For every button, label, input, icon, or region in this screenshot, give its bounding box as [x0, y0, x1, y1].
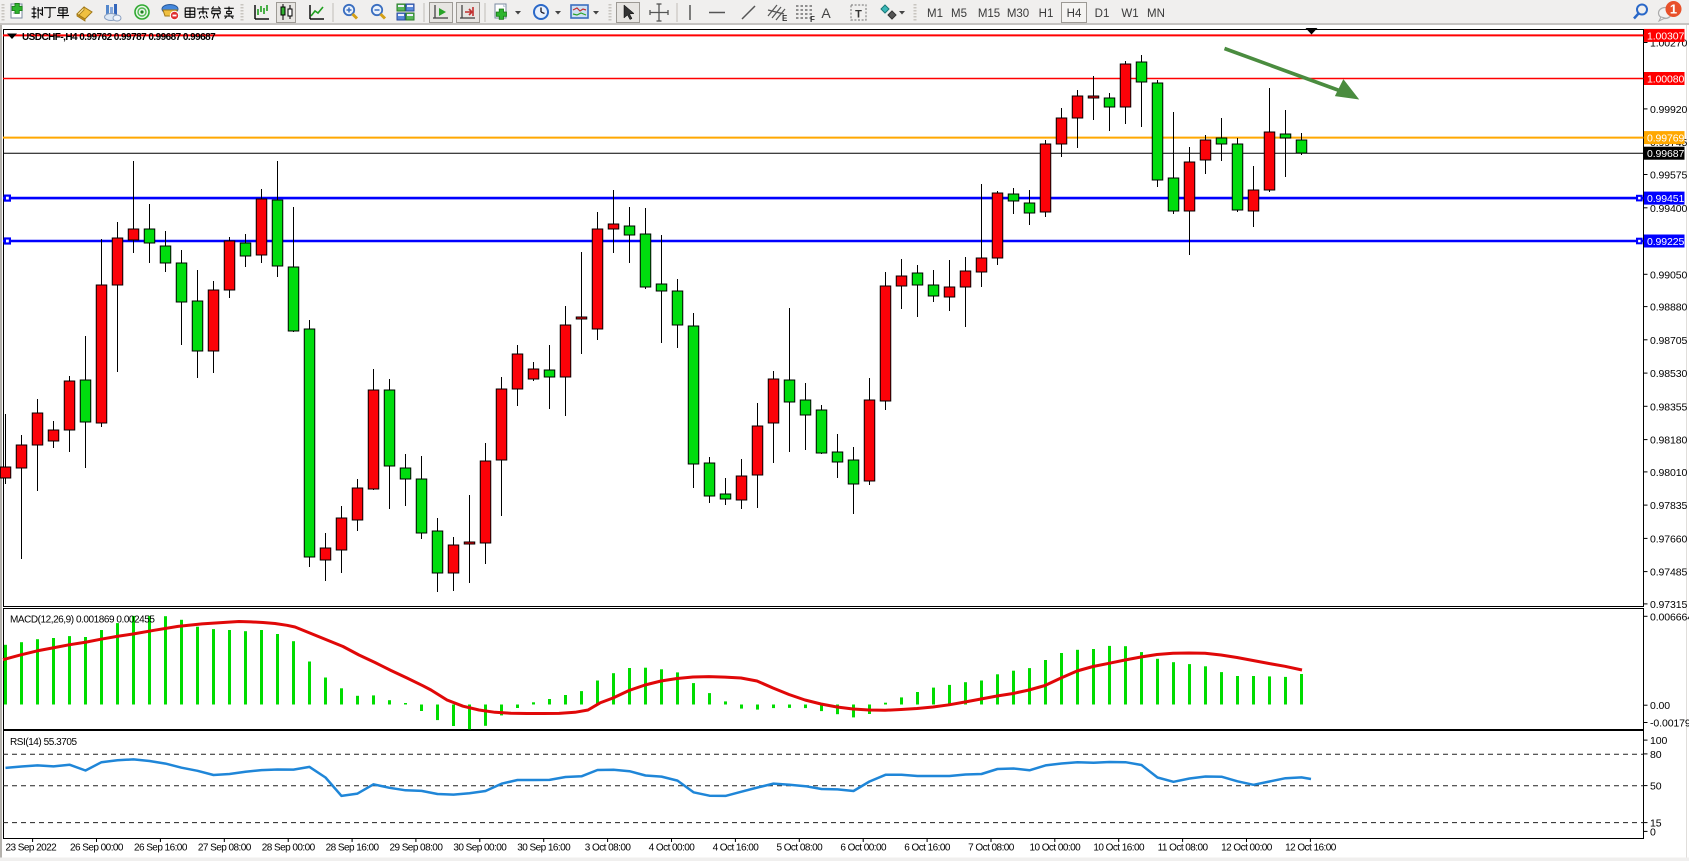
svg-text:29 Sep 08:00: 29 Sep 08:00 — [389, 843, 443, 854]
svg-text:M15: M15 — [978, 8, 1000, 20]
svg-text:30 Sep 16:00: 30 Sep 16:00 — [517, 843, 571, 854]
svg-text:0.99050: 0.99050 — [1650, 269, 1688, 281]
svg-text:H1: H1 — [1039, 8, 1054, 20]
svg-text:28 Sep 00:00: 28 Sep 00:00 — [262, 843, 316, 854]
svg-text:0.98010: 0.98010 — [1650, 467, 1688, 479]
svg-text:-0.001798: -0.001798 — [1650, 718, 1689, 730]
svg-text:A: A — [821, 5, 831, 21]
svg-text:M5: M5 — [951, 8, 967, 20]
svg-text:0.97660: 0.97660 — [1650, 533, 1688, 545]
svg-text:3 Oct 08:00: 3 Oct 08:00 — [585, 843, 632, 854]
svg-text:0.98880: 0.98880 — [1650, 302, 1688, 314]
svg-text:0.00: 0.00 — [1650, 700, 1670, 712]
svg-text:0.99575: 0.99575 — [1650, 170, 1688, 182]
svg-text:1.00080: 1.00080 — [1647, 74, 1685, 86]
svg-text:27 Sep 08:00: 27 Sep 08:00 — [198, 843, 252, 854]
svg-text:M30: M30 — [1007, 8, 1029, 20]
svg-text:12 Oct 00:00: 12 Oct 00:00 — [1221, 843, 1273, 854]
svg-text:0.97485: 0.97485 — [1650, 567, 1688, 579]
svg-text:50: 50 — [1650, 781, 1662, 793]
svg-text:12 Oct 16:00: 12 Oct 16:00 — [1285, 843, 1337, 854]
svg-text:26 Sep 00:00: 26 Sep 00:00 — [70, 843, 124, 854]
svg-text:28 Sep 16:00: 28 Sep 16:00 — [326, 843, 380, 854]
svg-text:10 Oct 00:00: 10 Oct 00:00 — [1029, 843, 1081, 854]
svg-text:0.98705: 0.98705 — [1650, 335, 1688, 347]
svg-text:MACD(12,26,9) 0.001869 0.00245: MACD(12,26,9) 0.001869 0.002455 — [10, 615, 155, 626]
svg-text:0.99225: 0.99225 — [1647, 236, 1685, 248]
svg-text:0.98355: 0.98355 — [1650, 401, 1688, 413]
svg-text:0.99687: 0.99687 — [1647, 148, 1685, 160]
svg-text:80: 80 — [1650, 749, 1662, 761]
svg-text:11 Oct 08:00: 11 Oct 08:00 — [1158, 843, 1209, 854]
svg-text:5 Oct 08:00: 5 Oct 08:00 — [776, 843, 823, 854]
svg-text:RSI(14) 55.3705: RSI(14) 55.3705 — [10, 737, 78, 748]
svg-text:F: F — [810, 15, 815, 24]
svg-text:4 Oct 16:00: 4 Oct 16:00 — [713, 843, 760, 854]
svg-text:1: 1 — [1670, 2, 1677, 17]
svg-text:6 Oct 00:00: 6 Oct 00:00 — [840, 843, 887, 854]
svg-text:4 Oct 00:00: 4 Oct 00:00 — [649, 843, 696, 854]
svg-text:MN: MN — [1147, 8, 1165, 20]
svg-text:H4: H4 — [1067, 8, 1082, 20]
svg-text:0.99769: 0.99769 — [1647, 133, 1685, 145]
svg-text:T: T — [855, 9, 862, 21]
svg-text:7 Oct 08:00: 7 Oct 08:00 — [968, 843, 1015, 854]
svg-text:M1: M1 — [927, 8, 943, 20]
svg-text:100: 100 — [1650, 735, 1667, 747]
svg-text:0.98530: 0.98530 — [1650, 368, 1688, 380]
svg-text:0.98180: 0.98180 — [1650, 435, 1688, 447]
svg-text:USDCHF-,H4 0.99762 0.99787 0.: USDCHF-,H4 0.99762 0.99787 0.99687 0.996… — [22, 32, 216, 43]
svg-text:10 Oct 16:00: 10 Oct 16:00 — [1093, 843, 1145, 854]
svg-text:0.006664: 0.006664 — [1650, 611, 1689, 623]
svg-text:1.00307: 1.00307 — [1647, 30, 1685, 42]
svg-text:E: E — [782, 14, 788, 23]
svg-text:26 Sep 16:00: 26 Sep 16:00 — [134, 843, 188, 854]
svg-text:0.97835: 0.97835 — [1650, 500, 1688, 512]
svg-text:6 Oct 16:00: 6 Oct 16:00 — [904, 843, 951, 854]
svg-text:D1: D1 — [1095, 8, 1110, 20]
svg-text:0.97315: 0.97315 — [1650, 599, 1688, 611]
svg-text:30 Sep 00:00: 30 Sep 00:00 — [453, 843, 507, 854]
svg-text:23 Sep 2022: 23 Sep 2022 — [6, 843, 58, 854]
svg-text:15: 15 — [1650, 818, 1662, 830]
svg-text:W1: W1 — [1121, 8, 1138, 20]
svg-text:0.99451: 0.99451 — [1647, 193, 1685, 205]
svg-text:0: 0 — [1650, 826, 1656, 838]
svg-text:0.99920: 0.99920 — [1650, 104, 1688, 116]
svg-text:0.99400: 0.99400 — [1650, 203, 1688, 215]
